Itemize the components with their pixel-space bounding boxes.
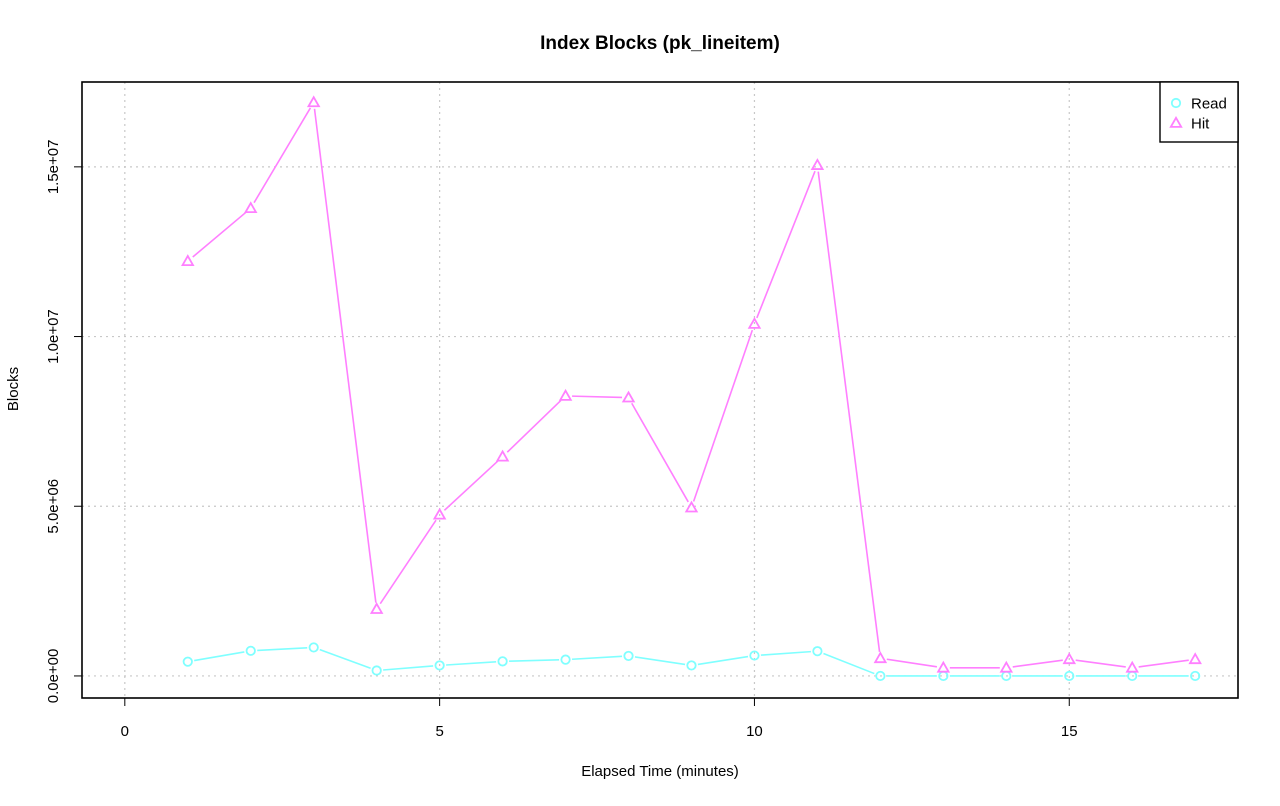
y-tick-label: 1.5e+07 bbox=[45, 140, 62, 195]
series-segment-hit bbox=[572, 395, 623, 399]
series-hit bbox=[181, 95, 1202, 673]
series-segment-hit bbox=[192, 211, 247, 258]
series-segment-hit bbox=[1075, 659, 1126, 668]
y-axis-label: Blocks bbox=[5, 367, 22, 411]
series-segment-read bbox=[697, 655, 749, 666]
data-point-read bbox=[560, 654, 571, 665]
data-point-read bbox=[812, 646, 823, 657]
series-segment-hit bbox=[817, 171, 881, 652]
grid-lines bbox=[82, 82, 1238, 698]
y-tick-label: 1.0e+07 bbox=[45, 309, 62, 364]
series-segment-hit bbox=[253, 107, 312, 204]
series-segment-read bbox=[509, 659, 560, 662]
data-point-read bbox=[371, 665, 382, 676]
y-tick-label: 5.0e+06 bbox=[45, 479, 62, 534]
axes: 0 5 10 15 0.0e+00 5.0e+06 1.0e+07 1.5e+07 bbox=[45, 140, 1078, 740]
data-point-hit bbox=[1062, 652, 1077, 665]
data-point-read bbox=[434, 660, 445, 671]
series-segment-read bbox=[319, 648, 371, 670]
data-point-hit bbox=[1125, 660, 1139, 673]
data-point-read bbox=[497, 656, 508, 667]
x-tick-label: 0 bbox=[121, 723, 129, 740]
series-segment-read bbox=[446, 660, 497, 666]
data-point-hit bbox=[181, 254, 195, 267]
data-series bbox=[181, 95, 1202, 682]
data-point-hit bbox=[873, 651, 888, 664]
series-segment-hit bbox=[631, 402, 689, 503]
series-segment-hit bbox=[1012, 659, 1063, 668]
series-segment-hit bbox=[506, 399, 562, 453]
series-segment-hit bbox=[313, 108, 377, 603]
series-segment-read bbox=[634, 656, 686, 666]
series-read bbox=[182, 642, 1201, 682]
data-point-hit bbox=[747, 316, 762, 329]
y-tick-label: 0.0e+00 bbox=[45, 649, 62, 704]
x-tick-label: 15 bbox=[1061, 723, 1078, 740]
series-segment-hit bbox=[379, 519, 437, 605]
plot-frame bbox=[81, 81, 1239, 699]
data-point-hit bbox=[369, 602, 384, 614]
data-point-hit bbox=[810, 158, 825, 170]
chart-title: Index Blocks (pk_lineitem) bbox=[540, 33, 780, 54]
data-point-hit bbox=[558, 388, 573, 401]
legend-marker-hit bbox=[1169, 115, 1183, 128]
series-segment-hit bbox=[756, 170, 816, 319]
data-point-hit bbox=[243, 201, 258, 214]
data-point-hit bbox=[1188, 652, 1202, 665]
series-segment-read bbox=[823, 652, 875, 675]
x-tick-label: 10 bbox=[746, 723, 763, 740]
series-segment-read bbox=[383, 665, 434, 671]
series-segment-read bbox=[194, 651, 245, 662]
series-segment-read bbox=[571, 655, 623, 661]
data-point-read bbox=[245, 645, 256, 656]
series-segment-read bbox=[257, 646, 308, 652]
x-axis-label: Elapsed Time (minutes) bbox=[581, 763, 739, 780]
legend-label-hit: Hit bbox=[1191, 116, 1210, 133]
legend-box bbox=[1159, 81, 1239, 143]
data-point-read bbox=[1190, 670, 1201, 682]
data-point-read bbox=[749, 650, 760, 661]
data-point-hit bbox=[684, 500, 699, 513]
data-point-read bbox=[182, 656, 193, 667]
legend: Read Hit bbox=[1159, 81, 1239, 143]
data-point-hit bbox=[306, 95, 321, 108]
legend-label-read: Read bbox=[1191, 96, 1227, 113]
data-point-hit bbox=[999, 660, 1014, 673]
data-point-hit bbox=[621, 390, 636, 403]
series-segment-hit bbox=[886, 658, 938, 668]
data-point-read bbox=[308, 642, 319, 653]
data-point-read bbox=[1064, 670, 1075, 682]
data-point-hit bbox=[432, 507, 447, 520]
data-point-read bbox=[686, 660, 697, 671]
series-segment-hit bbox=[692, 329, 754, 502]
series-segment-hit bbox=[1138, 659, 1189, 668]
data-point-read bbox=[623, 650, 634, 662]
legend-marker-read bbox=[1170, 97, 1182, 109]
data-point-hit bbox=[495, 449, 510, 462]
data-point-read bbox=[875, 670, 886, 682]
data-point-hit bbox=[936, 660, 951, 673]
series-segment-read bbox=[760, 650, 811, 656]
series-segment-hit bbox=[443, 460, 499, 511]
x-tick-label: 5 bbox=[435, 723, 443, 740]
